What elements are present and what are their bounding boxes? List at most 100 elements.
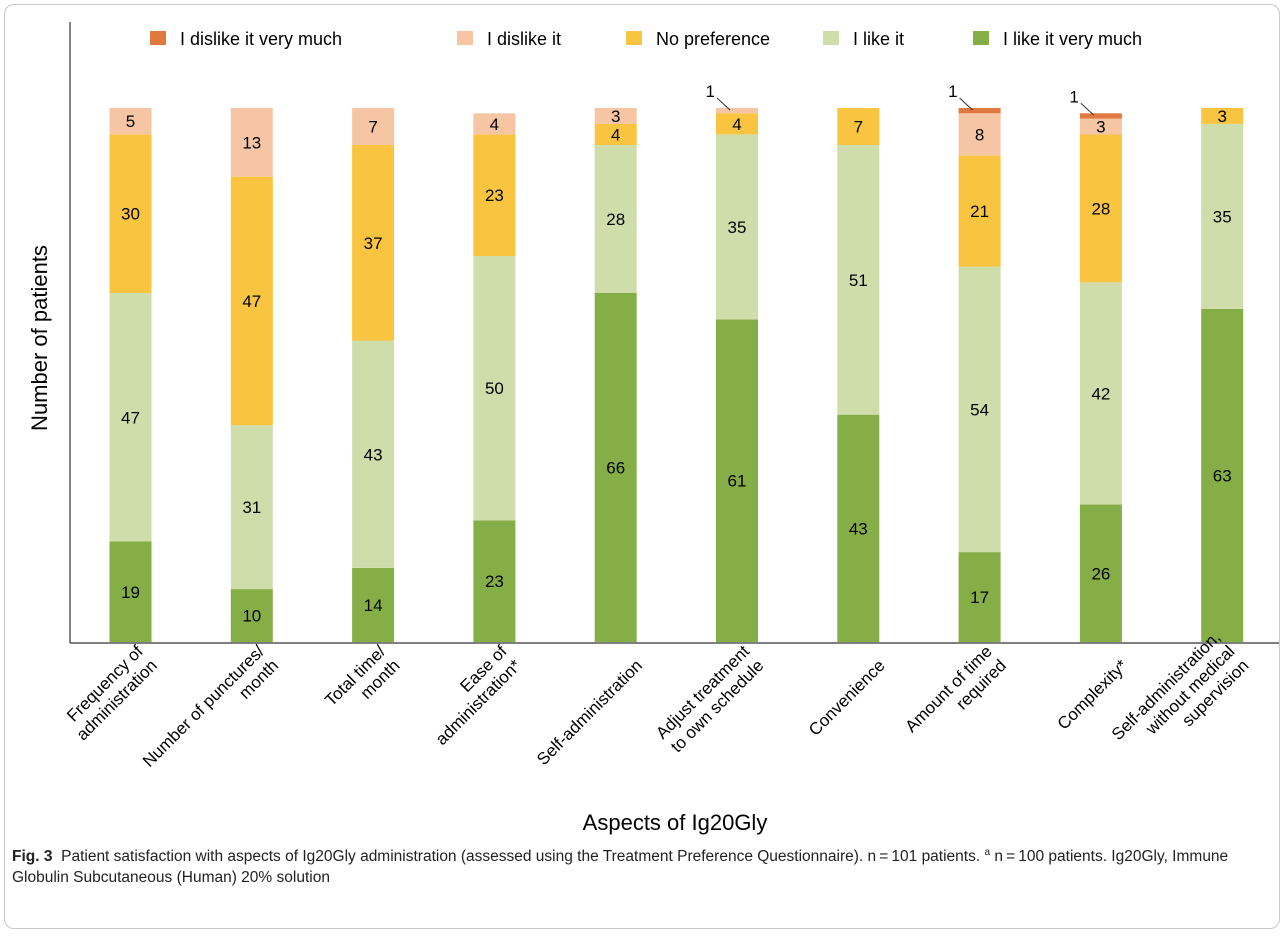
data-label: 14 <box>364 596 383 615</box>
bar-segment-no-preference-5 <box>594 123 637 145</box>
data-label: 43 <box>849 519 868 538</box>
data-label: 21 <box>970 202 989 221</box>
callout-leader-line <box>1080 102 1095 116</box>
bar-segment-i-dislike-it-5 <box>594 108 637 124</box>
data-label: 63 <box>1213 467 1232 486</box>
data-label: 43 <box>364 445 383 464</box>
bar-segment-no-preference-7 <box>837 108 880 145</box>
data-label: 28 <box>1091 200 1110 219</box>
x-tick-label-group: Number of punctures/month <box>139 642 282 771</box>
data-label: 47 <box>121 408 140 427</box>
data-label: 4 <box>611 125 620 144</box>
bar-segment-i-dislike-it-1 <box>109 108 152 135</box>
caption-label: Fig. 3 <box>12 848 53 866</box>
data-label: 7 <box>368 118 377 137</box>
bar-segment-i-like-it-7 <box>837 145 880 415</box>
bar-segment-i-like-it-very-much-7 <box>837 414 880 642</box>
bar-segment-i-dislike-it-very-much-9 <box>1079 113 1122 119</box>
data-label: 7 <box>854 118 863 137</box>
data-label: 4 <box>732 115 741 134</box>
data-label: 51 <box>849 271 868 290</box>
legend-swatch-no-preference <box>626 31 642 45</box>
legend-label-i-like-it: I like it <box>853 29 904 49</box>
bar-segment-no-preference-6 <box>716 113 758 135</box>
bar-segment-i-dislike-it-9 <box>1079 118 1122 135</box>
bar-segment-i-dislike-it-2 <box>230 108 273 177</box>
data-label: 37 <box>364 234 383 253</box>
callouts: 1 1 1 <box>706 82 1095 116</box>
legend-swatch-i-like-it-very-much <box>973 31 989 45</box>
bar-segment-no-preference-1 <box>109 134 152 293</box>
data-label: 23 <box>485 186 504 205</box>
data-label: 30 <box>121 205 140 224</box>
callout-leader-line <box>959 97 973 111</box>
data-label: 47 <box>242 292 261 311</box>
bar-segment-no-preference-10 <box>1201 108 1244 124</box>
bar-segment-i-dislike-it-8 <box>958 113 1001 156</box>
data-label: 61 <box>728 472 747 491</box>
bar-segment-i-dislike-it-very-much-8 <box>958 108 1001 114</box>
legend: I dislike it very much I dislike it No pre… <box>150 29 1142 49</box>
legend-label-no-preference: No preference <box>656 29 770 49</box>
bar-segment-i-like-it-8 <box>958 266 1001 553</box>
legend-swatch-i-dislike-it <box>457 31 473 45</box>
data-label: 3 <box>611 107 620 126</box>
bar-segment-i-like-it-very-much-3 <box>352 568 395 642</box>
bar-segment-i-dislike-it-6 <box>716 108 758 114</box>
x-tick-label-group: Self-administration,without medicalsuper… <box>1108 628 1253 744</box>
x-tick-label-group: Total time/month <box>321 642 403 710</box>
caption-superscript: a <box>984 847 991 858</box>
data-label: 3 <box>1217 107 1226 126</box>
bar-segment-no-preference-8 <box>958 155 1001 267</box>
legend-label-i-like-it-very-much: I like it very much <box>1003 29 1142 49</box>
bar-segment-i-like-it-3 <box>352 340 395 568</box>
data-label: 28 <box>606 210 625 229</box>
data-label: 26 <box>1091 564 1110 583</box>
y-axis-title: Number of patients <box>27 245 52 431</box>
data-label: 31 <box>242 498 261 517</box>
x-tick-label: Self-administration <box>533 656 646 769</box>
data-label: 13 <box>242 133 261 152</box>
data-label: 23 <box>485 572 504 591</box>
data-label: 4 <box>490 115 499 134</box>
bar-segment-i-like-it-2 <box>230 425 273 590</box>
bar-segment-i-like-it-10 <box>1201 123 1244 309</box>
callout-leader-line <box>716 97 731 111</box>
callout-label: 1 <box>706 82 715 101</box>
stacked-bar-chart: I dislike it very much I dislike it No pre… <box>27 22 1279 835</box>
bar-segment-i-like-it-very-much-10 <box>1201 308 1244 642</box>
x-tick-label-group: Convenience <box>805 656 889 740</box>
legend-swatch-i-dislike-it-very-much <box>150 31 166 45</box>
caption-text: Patient satisfaction with aspects of Ig2… <box>61 848 981 866</box>
bar-segment-i-like-it-very-much-6 <box>716 319 758 642</box>
x-tick-label: Convenience <box>805 656 889 740</box>
bar-segment-no-preference-4 <box>473 134 516 256</box>
data-label: 10 <box>242 607 261 626</box>
data-label: 66 <box>606 459 625 478</box>
bar-segment-no-preference-2 <box>230 176 273 426</box>
bar-segment-no-preference-3 <box>352 145 395 341</box>
bar-segment-i-dislike-it-4 <box>473 113 516 135</box>
segment-labels: 1947305103147131443377235023466284361354… <box>121 107 1232 626</box>
legend-swatch-i-like-it <box>823 31 839 45</box>
figure-caption: Fig. 3 Patient satisfaction with aspects… <box>12 842 1267 888</box>
bar-segment-i-like-it-very-much-2 <box>230 589 273 642</box>
bar-segment-i-like-it-4 <box>473 256 516 521</box>
data-label: 8 <box>975 125 984 144</box>
legend-label-i-dislike-it: I dislike it <box>487 29 561 49</box>
data-label: 19 <box>121 583 140 602</box>
data-label: 54 <box>970 400 989 419</box>
bar-segment-no-preference-9 <box>1079 134 1122 283</box>
legend-label-i-dislike-it-very-much: I dislike it very much <box>180 29 342 49</box>
data-label: 50 <box>485 379 504 398</box>
bars <box>109 108 1244 642</box>
data-label: 17 <box>970 588 989 607</box>
bar-segment-i-like-it-very-much-4 <box>473 520 516 642</box>
x-tick-label-group: Self-administration <box>533 656 646 769</box>
data-label: 35 <box>1213 207 1232 226</box>
x-axis-title: Aspects of Ig20Gly <box>583 810 768 835</box>
bar-segment-i-like-it-9 <box>1079 282 1122 505</box>
